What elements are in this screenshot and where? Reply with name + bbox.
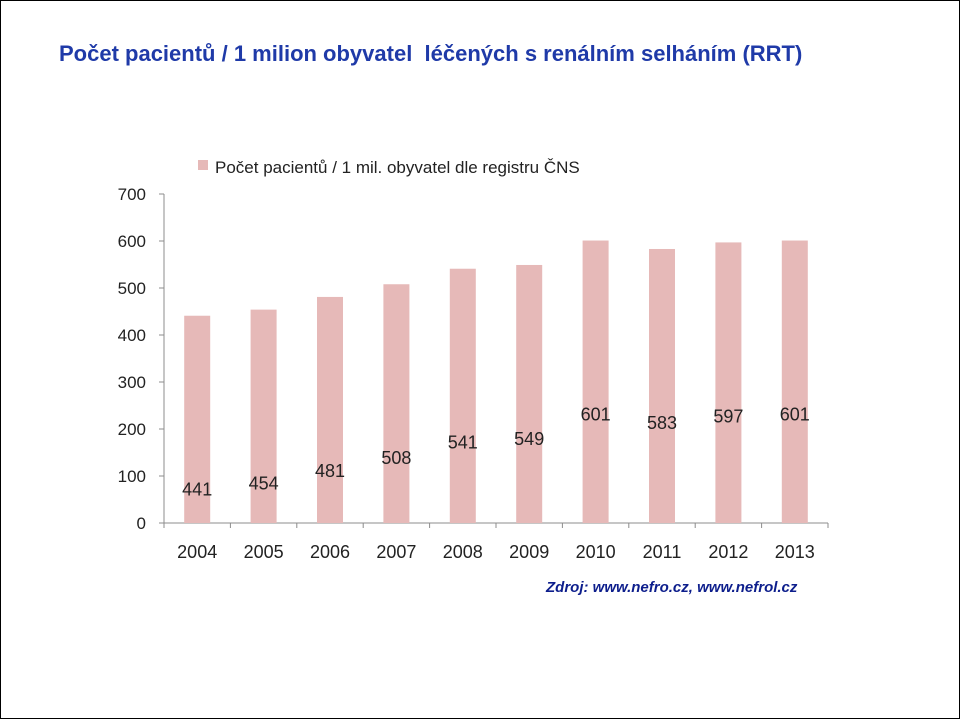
x-tick-label: 2009 xyxy=(509,542,549,562)
x-tick-label: 2005 xyxy=(244,542,284,562)
data-label: 549 xyxy=(514,429,544,449)
bar xyxy=(582,240,609,523)
bar xyxy=(317,296,343,523)
y-axis: 0 100 200 300 400 500 600 700 xyxy=(118,185,165,533)
legend-label: Počet pacientů / 1 mil. obyvatel dle reg… xyxy=(215,158,580,177)
bar xyxy=(383,284,410,523)
x-tick-label: 2004 xyxy=(177,542,217,562)
legend: Počet pacientů / 1 mil. obyvatel dle reg… xyxy=(198,158,580,177)
data-label: 508 xyxy=(381,448,411,468)
data-label: 481 xyxy=(315,461,345,481)
data-label: 601 xyxy=(581,405,611,425)
data-label: 597 xyxy=(713,406,743,426)
bar xyxy=(184,315,211,523)
x-tick-label: 2011 xyxy=(643,542,682,562)
x-tick-label: 2013 xyxy=(775,542,815,562)
y-tick-label: 200 xyxy=(118,420,146,439)
y-tick-label: 600 xyxy=(118,232,146,251)
data-labels: 441 454 481 508 541 549 601 583 597 601 xyxy=(182,405,810,500)
y-tick-label: 100 xyxy=(118,467,146,486)
data-label: 454 xyxy=(249,474,279,494)
bar xyxy=(449,268,476,523)
y-tick-label: 700 xyxy=(118,185,146,204)
y-tick-label: 400 xyxy=(118,326,146,345)
x-tick-label: 2012 xyxy=(708,542,748,562)
x-tick-label: 2006 xyxy=(310,542,350,562)
y-tick-label: 500 xyxy=(118,279,146,298)
data-label: 583 xyxy=(647,413,677,433)
bar xyxy=(715,242,742,523)
bar-series xyxy=(184,240,808,524)
x-tick-label: 2007 xyxy=(376,542,416,562)
y-tick-label: 0 xyxy=(137,514,146,533)
y-tick-label: 300 xyxy=(118,373,146,392)
source-note: Zdroj: www.nefro.cz, www.nefrol.cz xyxy=(546,579,798,596)
data-label: 601 xyxy=(780,405,810,425)
bar xyxy=(781,240,808,523)
bar xyxy=(250,309,277,523)
data-label: 541 xyxy=(448,433,478,453)
bar xyxy=(516,264,543,523)
x-axis: 2004 2005 2006 2007 2008 2009 2010 2011 2012 2013 xyxy=(163,522,829,562)
data-label: 441 xyxy=(182,480,212,500)
slide-title: Počet pacientů / 1 milion obyvatel léčen… xyxy=(59,41,803,66)
bar xyxy=(649,248,675,524)
x-tick-label: 2010 xyxy=(576,542,616,562)
legend-swatch xyxy=(198,160,208,170)
x-tick-label: 2008 xyxy=(443,542,483,562)
